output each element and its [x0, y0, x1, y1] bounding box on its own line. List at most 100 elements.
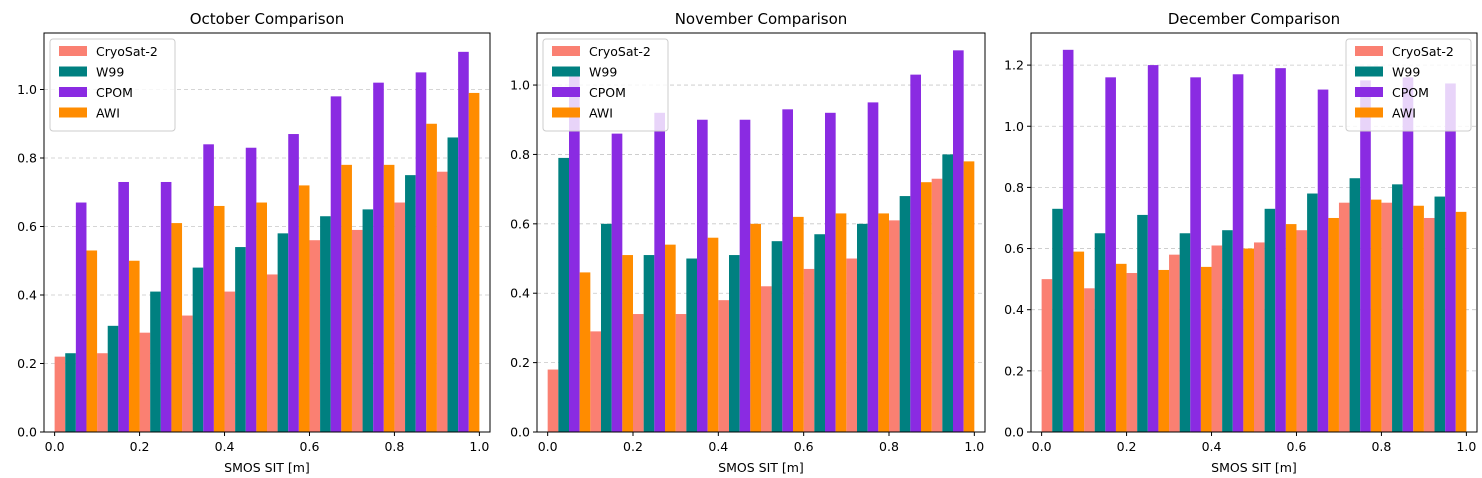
legend-label: CPOM — [1392, 85, 1429, 100]
chart-title: November Comparison — [675, 10, 848, 28]
bar-cpom-2 — [118, 181, 129, 432]
bar-cryosat-2-9 — [889, 220, 900, 432]
x-tick-label: 0.6 — [300, 439, 320, 454]
legend-label: CryoSat-2 — [96, 44, 158, 59]
bar-cryosat-2-9 — [394, 202, 406, 432]
x-tick-label: 1.0 — [469, 439, 489, 454]
bar-awi-8 — [1370, 199, 1382, 432]
bar-cryosat-2-3 — [1126, 273, 1138, 432]
bar-awi-10 — [468, 92, 480, 433]
bar-cryosat-2-5 — [718, 300, 729, 432]
y-tick-label: 0.0 — [510, 425, 530, 440]
x-tick-label: 0.2 — [1117, 439, 1137, 454]
legend-swatch — [552, 107, 580, 118]
bar-awi-2 — [622, 255, 633, 432]
y-tick-label: 1.0 — [510, 78, 530, 93]
bar-cpom-7 — [330, 96, 342, 433]
legend: CryoSat-2 W99 CPOM AWI — [49, 38, 176, 132]
bar-awi-2 — [128, 260, 140, 432]
bar-awi-3 — [171, 223, 183, 432]
bar-cryosat-2-8 — [351, 229, 363, 432]
y-tick-label: 0.8 — [1004, 180, 1024, 195]
bar-awi-9 — [921, 182, 932, 432]
x-tick-label: 1.0 — [1456, 439, 1476, 454]
x-tick-label: 0.2 — [623, 439, 643, 454]
bar-cryosat-2-1 — [54, 356, 66, 432]
legend-swatch — [552, 46, 580, 56]
legend-swatch — [1355, 66, 1383, 77]
bar-cryosat-2-5 — [224, 291, 236, 432]
bar-cpom-8 — [1360, 80, 1371, 432]
bar-w99-7 — [1307, 193, 1318, 432]
bar-awi-4 — [707, 237, 719, 432]
x-tick-label: 1.0 — [964, 439, 984, 454]
bar-cpom-3 — [1147, 65, 1159, 432]
bar-cpom-3 — [160, 181, 172, 432]
bar-cpom-10 — [1445, 83, 1456, 432]
bar-cpom-4 — [697, 119, 708, 432]
legend-swatch — [59, 87, 87, 97]
x-tick-label: 0.0 — [538, 439, 558, 454]
bar-w99-3 — [643, 255, 655, 432]
x-tick-label: 0.8 — [879, 439, 899, 454]
bar-awi-9 — [1413, 205, 1424, 432]
bar-cpom-10 — [953, 50, 964, 432]
bar-awi-5 — [1243, 248, 1254, 432]
bar-cpom-5 — [739, 119, 751, 432]
bar-w99-6 — [1264, 208, 1276, 432]
y-tick-label: 1.0 — [17, 82, 37, 97]
bar-awi-3 — [665, 244, 676, 432]
bar-cryosat-2-9 — [1381, 202, 1393, 432]
bar-cpom-6 — [1275, 68, 1286, 432]
bar-cryosat-2-8 — [846, 258, 857, 432]
bar-w99-9 — [899, 196, 911, 432]
bar-w99-5 — [1222, 230, 1233, 432]
bar-cryosat-2-5 — [1211, 245, 1223, 432]
bar-cryosat-2-7 — [1296, 230, 1308, 432]
bar-awi-7 — [341, 164, 352, 432]
bar-cryosat-2-6 — [267, 274, 278, 432]
bar-cpom-8 — [867, 102, 879, 433]
x-axis-label: SMOS SIT [m] — [718, 460, 804, 475]
chart-title: December Comparison — [1168, 10, 1340, 28]
bar-awi-6 — [1285, 224, 1297, 432]
bar-cryosat-2-10 — [931, 178, 943, 432]
x-tick-label: 0.6 — [794, 439, 814, 454]
bar-cryosat-2-4 — [675, 314, 687, 432]
bar-w99-1 — [65, 353, 76, 432]
legend-label: AWI — [589, 106, 613, 121]
y-tick-label: 0.2 — [17, 356, 37, 371]
legend-label: CryoSat-2 — [589, 44, 651, 59]
y-tick-label: 0.0 — [1004, 425, 1024, 440]
legend-label: CPOM — [96, 85, 133, 100]
x-tick-label: 0.4 — [215, 439, 235, 454]
bar-awi-8 — [383, 164, 395, 432]
bar-cryosat-2-3 — [633, 314, 644, 432]
bar-cpom-9 — [415, 72, 427, 433]
bar-cpom-7 — [1317, 89, 1329, 432]
y-tick-label: 0.2 — [510, 355, 530, 370]
x-tick-label: 0.0 — [45, 439, 65, 454]
bar-cpom-9 — [910, 74, 921, 433]
y-tick-label: 0.4 — [1004, 302, 1024, 317]
y-tick-label: 0.2 — [1004, 363, 1024, 378]
bar-w99-8 — [857, 223, 868, 432]
x-axis-label: SMOS SIT [m] — [224, 460, 310, 475]
bar-cpom-5 — [1232, 74, 1244, 432]
bar-cryosat-2-6 — [1254, 242, 1265, 432]
legend-label: CPOM — [589, 85, 626, 100]
bar-cpom-4 — [203, 144, 214, 432]
bar-w99-3 — [150, 291, 161, 432]
bar-cryosat-2-10 — [1423, 217, 1435, 432]
y-tick-label: 0.8 — [510, 147, 530, 162]
y-tick-label: 0.4 — [17, 288, 37, 303]
bar-cryosat-2-4 — [1169, 254, 1180, 432]
bar-w99-2 — [601, 223, 612, 432]
bar-cryosat-2-1 — [1041, 279, 1053, 432]
legend-label: AWI — [1392, 106, 1416, 121]
bar-awi-6 — [298, 185, 310, 432]
bar-cpom-2 — [1105, 77, 1116, 432]
y-tick-label: 0.6 — [17, 219, 37, 234]
chart-panel-3: 0.0 0.2 0.4 0.6 0.8 1.0 1.2 0.0 0.2 0.4 0.6 0.8 1.0 D… — [1004, 10, 1478, 475]
legend: CryoSat-2 W99 CPOM AWI — [1345, 38, 1472, 132]
